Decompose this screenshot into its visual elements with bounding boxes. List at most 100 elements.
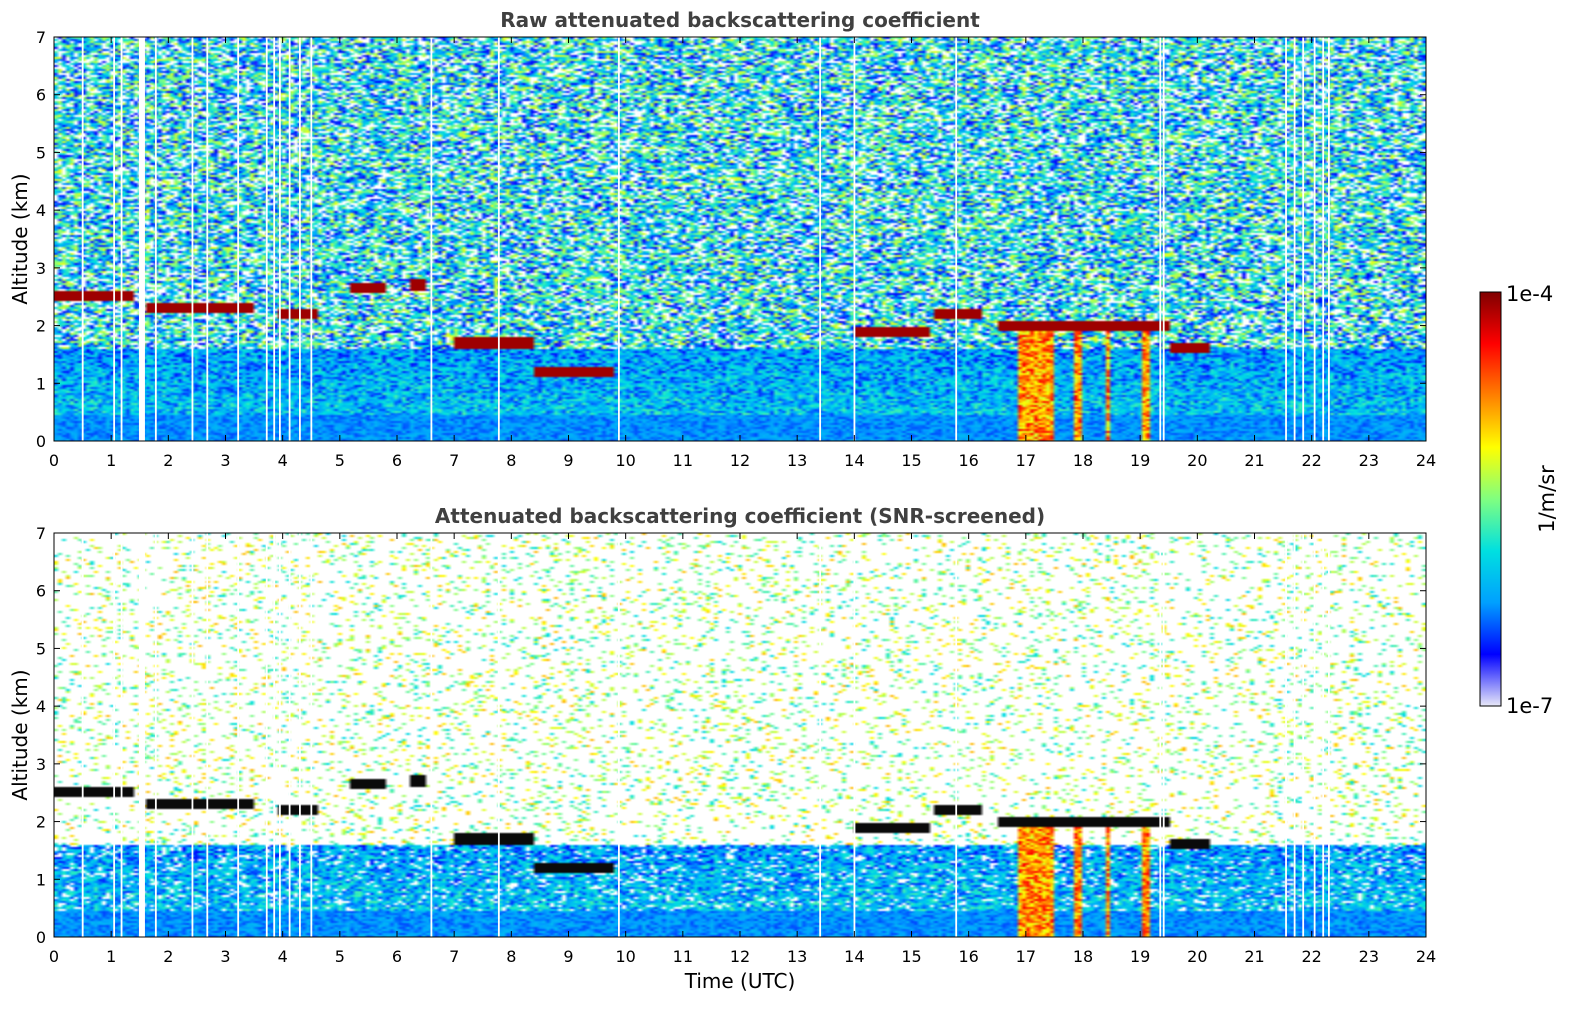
missing-data-gap	[497, 533, 500, 937]
missing-data-gap	[154, 533, 157, 937]
x-tick-label: 6	[392, 947, 402, 966]
missing-data-gap	[237, 533, 240, 937]
missing-data-gap	[310, 533, 313, 937]
x-tick-label: 2	[163, 947, 173, 966]
x-tick-label: 5	[335, 451, 345, 470]
x-tick-label: 14	[844, 947, 864, 966]
x-tick-label: 21	[1244, 451, 1264, 470]
x-tick-label: 13	[787, 947, 807, 966]
x-tick-label: 24	[1416, 947, 1436, 966]
x-tick-label: 22	[1301, 451, 1321, 470]
colorbar-gradient	[1479, 291, 1502, 707]
missing-data-gap	[191, 533, 194, 937]
colorbar: 1e-4 1e-7 1/m/sr	[1479, 282, 1559, 718]
x-tick-label: 6	[392, 451, 402, 470]
missing-data-gap	[1293, 533, 1296, 937]
y-tick-label: 7	[36, 28, 46, 47]
missing-data-gap	[618, 533, 620, 937]
missing-data-gap	[497, 37, 500, 441]
x-tick-label: 11	[673, 451, 693, 470]
y-tick-label: 5	[36, 143, 46, 162]
x-tick-label: 9	[563, 451, 573, 470]
missing-data-gap	[1313, 37, 1316, 441]
missing-data-gap	[120, 37, 123, 441]
missing-data-gap	[138, 37, 145, 441]
missing-data-gap	[1285, 37, 1287, 441]
heatmap	[54, 533, 1426, 937]
missing-data-gap	[1302, 533, 1305, 937]
missing-data-gap	[288, 533, 291, 937]
x-axis: 0 1 2 3 4 5 6 7 8 9 10 11 12 13 14 15 16 17 18 19 20 21 22 23 24	[49, 37, 1436, 470]
missing-data-gap	[1159, 533, 1162, 937]
x-tick-label: 23	[1359, 947, 1379, 966]
missing-data-gap	[430, 533, 433, 937]
missing-data-gap	[1159, 37, 1162, 441]
panel-title: Raw attenuated backscattering coefficien…	[500, 8, 980, 32]
y-axis: 0 1 2 3 4 5 6 7	[36, 28, 1426, 451]
x-tick-label: 7	[449, 451, 459, 470]
missing-data-gap	[265, 533, 268, 937]
x-tick-label: 15	[901, 947, 921, 966]
x-tick-label: 15	[901, 451, 921, 470]
y-axis: 0 1 2 3 4 5 6 7	[36, 524, 1426, 947]
x-tick-label: 18	[1073, 451, 1093, 470]
x-tick-label: 17	[1016, 451, 1036, 470]
x-tick-label: 13	[787, 451, 807, 470]
x-tick-label: 0	[49, 451, 59, 470]
y-tick-label: 2	[36, 317, 46, 336]
x-tick-label: 20	[1187, 947, 1207, 966]
y-tick-label: 6	[36, 86, 46, 105]
snr-screened-panel: Attenuated backscattering coefficient (S…	[8, 504, 1436, 993]
x-tick-label: 11	[673, 947, 693, 966]
missing-data-gap	[1302, 37, 1305, 441]
x-tick-label: 21	[1244, 947, 1264, 966]
x-tick-label: 8	[506, 947, 516, 966]
x-tick-label: 5	[335, 947, 345, 966]
missing-data-gap	[310, 37, 313, 441]
missing-data-gap	[1293, 37, 1296, 441]
missing-data-gap	[819, 533, 822, 937]
x-tick-label: 16	[958, 947, 978, 966]
x-tick-label: 0	[49, 947, 59, 966]
missing-data-gap	[1328, 37, 1330, 441]
x-tick-label: 19	[1130, 947, 1150, 966]
x-tick-label: 22	[1301, 947, 1321, 966]
missing-data-gap	[955, 37, 958, 441]
missing-data-gap	[1313, 533, 1316, 937]
missing-data-gap	[1322, 533, 1325, 937]
x-tick-label: 10	[615, 947, 635, 966]
x-tick-label: 9	[563, 947, 573, 966]
missing-data-gap	[1162, 533, 1165, 937]
missing-data-gap	[120, 533, 123, 937]
y-tick-label: 1	[36, 374, 46, 393]
missing-data-gap	[237, 37, 240, 441]
missing-data-gap	[265, 37, 268, 441]
x-tick-label: 24	[1416, 451, 1436, 470]
y-tick-label: 6	[36, 582, 46, 601]
missing-data-gap	[81, 533, 84, 937]
missing-data-gap	[1328, 533, 1330, 937]
panel-title: Attenuated backscattering coefficient (S…	[435, 504, 1045, 528]
y-tick-label: 5	[36, 639, 46, 658]
colorbar-max-label: 1e-4	[1506, 282, 1553, 306]
y-tick-label: 3	[36, 755, 46, 774]
x-tick-label: 2	[163, 451, 173, 470]
colorbar-unit-label: 1/m/sr	[1535, 465, 1559, 533]
x-tick-label: 1	[106, 947, 116, 966]
missing-data-gap	[299, 37, 301, 441]
missing-data-gap	[618, 37, 620, 441]
x-tick-label: 14	[844, 451, 864, 470]
x-tick-label: 18	[1073, 947, 1093, 966]
x-tick-label: 23	[1359, 451, 1379, 470]
missing-data-gap	[273, 533, 276, 937]
heatmap-image	[54, 533, 1426, 937]
x-tick-label: 19	[1130, 451, 1150, 470]
x-tick-label: 17	[1016, 947, 1036, 966]
x-tick-label: 4	[278, 451, 288, 470]
y-tick-label: 2	[36, 813, 46, 832]
missing-data-gap	[288, 37, 291, 441]
missing-data-gap	[191, 37, 194, 441]
x-tick-label: 3	[220, 451, 230, 470]
missing-data-gap	[273, 37, 276, 441]
